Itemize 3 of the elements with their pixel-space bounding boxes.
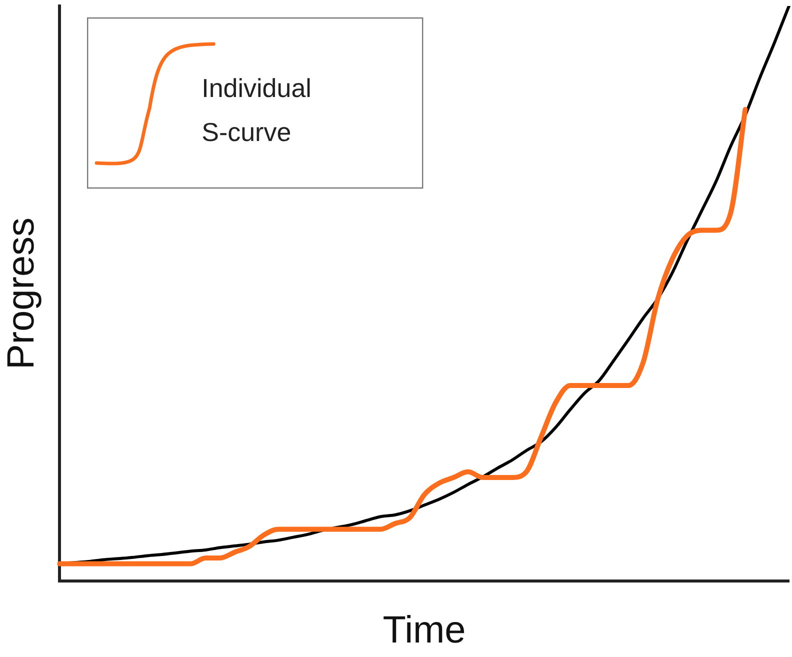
text: Individual S-curve	[202, 73, 312, 148]
y-axis-title: Progress	[0, 217, 42, 370]
x-axis-title: Time	[382, 610, 466, 652]
